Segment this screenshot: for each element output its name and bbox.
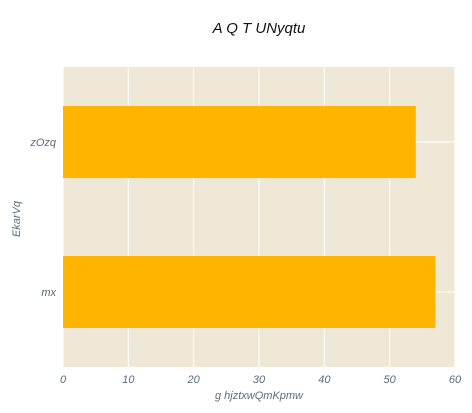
y-tick-label: mx (41, 287, 56, 299)
bars (63, 106, 436, 328)
tick-labels: 0 10 20 30 40 50 60 zOzq mx (29, 137, 462, 386)
bar-zOzq (63, 106, 416, 178)
chart-title: A Q T UNyqtu (212, 20, 306, 37)
x-tick-label: 60 (449, 374, 462, 386)
y-tick-label: zOzq (29, 137, 57, 149)
y-axis-label: EkarVq (11, 200, 23, 237)
x-tick-label: 20 (187, 374, 201, 386)
x-axis-label: g hjztxwQmKpmw (215, 390, 304, 402)
x-tick-label: 0 (60, 374, 67, 386)
bar-mx (63, 256, 436, 328)
x-tick-label: 50 (384, 374, 397, 386)
x-tick-label: 10 (122, 374, 135, 386)
x-tick-label: 30 (253, 374, 266, 386)
x-tick-label: 40 (318, 374, 331, 386)
